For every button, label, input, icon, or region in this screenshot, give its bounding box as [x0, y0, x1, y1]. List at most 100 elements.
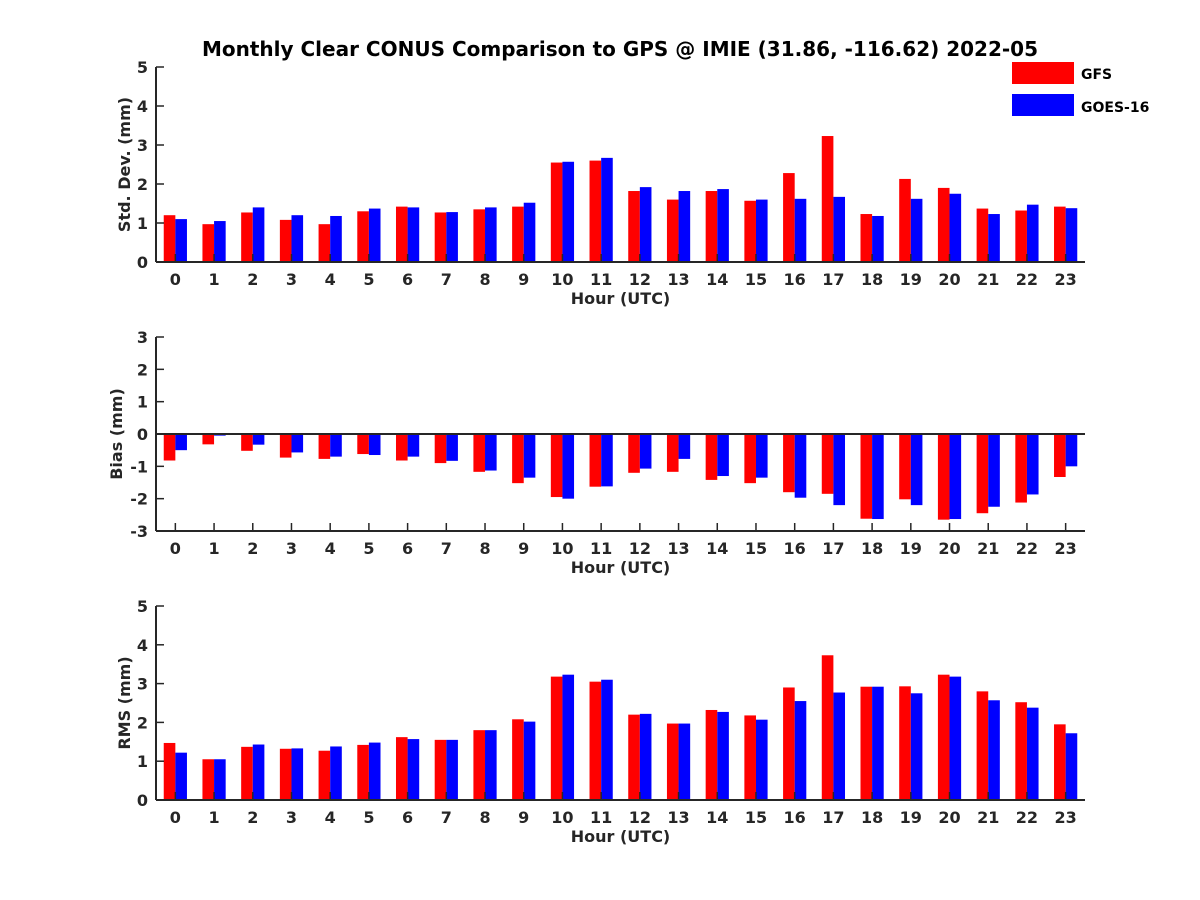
std-dev-bar-gfs-17 [821, 136, 834, 262]
bias-bar-gfs-17 [821, 434, 834, 494]
bias-x-tick-label: 19 [900, 539, 922, 558]
bias-bar-goes16-12 [639, 434, 652, 469]
rms-bar-goes16-1 [214, 759, 226, 800]
rms-bar-goes16-12 [639, 713, 652, 800]
bias-bar-goes16-15 [755, 434, 768, 478]
std-dev-x-tick-label: 16 [784, 270, 806, 289]
std-dev-bar-goes16-0 [175, 219, 187, 262]
std-dev-bar-goes16-4 [330, 215, 342, 262]
std-dev-x-tick-label: 13 [667, 270, 689, 289]
std-dev-bar-gfs-11 [589, 160, 602, 262]
rms-bar-gfs-4 [318, 750, 331, 800]
rms-bar-goes16-3 [291, 748, 304, 800]
rms-bar-gfs-13 [666, 723, 679, 800]
std-dev-bar-goes16-17 [833, 196, 846, 262]
bias-x-tick-label: 13 [667, 539, 689, 558]
bias-bar-goes16-21 [988, 434, 1000, 507]
rms-bar-gfs-9 [512, 719, 524, 800]
std-dev-bar-gfs-22 [1015, 210, 1027, 262]
bias-bar-gfs-21 [976, 434, 989, 514]
std-dev-bar-gfs-23 [1054, 206, 1066, 262]
std-dev-y-tick-label: 2 [137, 175, 148, 194]
bias-bar-gfs-19 [899, 434, 911, 500]
rms-bar-gfs-15 [744, 715, 756, 800]
std-dev-x-tick-label: 15 [745, 270, 767, 289]
rms-bar-gfs-2 [241, 746, 253, 800]
rms-bar-gfs-20 [937, 674, 950, 800]
bias-bar-goes16-22 [1026, 434, 1039, 495]
std-dev-bar-goes16-1 [214, 221, 226, 262]
bias-bar-gfs-2 [241, 434, 253, 451]
bias-x-tick-label: 21 [977, 539, 999, 558]
rms-bar-goes16-0 [175, 752, 187, 800]
std-dev-bar-gfs-18 [860, 214, 873, 262]
rms-x-tick-label: 22 [1016, 808, 1038, 827]
std-dev-bar-goes16-22 [1026, 204, 1039, 262]
bias-bar-gfs-6 [395, 434, 408, 461]
rms-x-tick-label: 7 [441, 808, 452, 827]
rms-bar-goes16-15 [755, 719, 768, 800]
rms-bar-gfs-23 [1054, 724, 1066, 800]
bias-bar-gfs-8 [473, 434, 486, 472]
bias-bar-gfs-16 [783, 434, 795, 493]
rms-y-tick-label: 5 [137, 597, 148, 616]
rms-bar-goes16-16 [794, 701, 807, 800]
rms-bar-goes16-20 [949, 676, 962, 800]
std-dev-bar-gfs-12 [628, 191, 640, 262]
std-dev-x-axis-label: Hour (UTC) [571, 289, 671, 308]
bias-bar-goes16-4 [330, 434, 342, 457]
rms-bar-gfs-17 [821, 655, 834, 800]
bias-bar-gfs-23 [1054, 434, 1066, 477]
bias-bar-gfs-9 [512, 434, 524, 484]
rms-bar-gfs-18 [860, 686, 873, 800]
bias-bar-gfs-0 [163, 434, 176, 461]
rms-bar-gfs-10 [550, 676, 563, 800]
bias-bar-goes16-16 [794, 434, 807, 498]
std-dev-bar-gfs-9 [512, 206, 524, 262]
rms-bar-gfs-5 [357, 744, 369, 800]
rms-x-tick-label: 9 [518, 808, 529, 827]
std-dev-bar-gfs-19 [899, 178, 911, 262]
std-dev-bar-gfs-14 [705, 191, 718, 262]
rms-x-tick-label: 16 [784, 808, 806, 827]
bias-bar-goes16-9 [523, 434, 536, 478]
rms-x-tick-label: 5 [363, 808, 374, 827]
std-dev-bar-goes16-7 [446, 212, 458, 262]
rms-x-tick-label: 2 [247, 808, 258, 827]
legend-label-gfs: GFS [1081, 67, 1112, 83]
std-dev-bar-gfs-10 [550, 162, 563, 262]
bias-x-tick-label: 14 [706, 539, 728, 558]
bias-bar-goes16-6 [407, 434, 420, 457]
std-dev-bar-goes16-15 [755, 199, 768, 262]
bias-x-axis-label: Hour (UTC) [571, 558, 671, 577]
std-dev-x-tick-label: 5 [363, 270, 374, 289]
std-dev-x-tick-label: 8 [479, 270, 490, 289]
rms-x-tick-label: 12 [629, 808, 651, 827]
rms-bar-goes16-11 [601, 679, 613, 800]
bias-bar-gfs-4 [318, 434, 331, 459]
rms-y-tick-label: 0 [137, 791, 148, 810]
std-dev-x-tick-label: 6 [402, 270, 413, 289]
bias-x-tick-label: 5 [363, 539, 374, 558]
std-dev-bar-gfs-8 [473, 209, 486, 262]
std-dev-bar-goes16-8 [485, 207, 497, 262]
rms-x-tick-label: 4 [325, 808, 336, 827]
std-dev-bar-goes16-5 [368, 208, 381, 262]
std-dev-y-axis-label: Std. Dev. (mm) [115, 97, 134, 232]
bias-bar-gfs-20 [937, 434, 950, 520]
bias-y-tick-label: -1 [130, 457, 148, 476]
bias-x-tick-label: 20 [938, 539, 960, 558]
bias-x-tick-label: 1 [208, 539, 219, 558]
std-dev-x-tick-label: 22 [1016, 270, 1038, 289]
std-dev-bar-goes16-21 [988, 214, 1000, 262]
rms-x-tick-label: 3 [286, 808, 297, 827]
bias-x-tick-label: 0 [170, 539, 181, 558]
std-dev-bar-goes16-12 [639, 187, 652, 262]
std-dev-bar-gfs-2 [241, 212, 253, 262]
rms-x-tick-label: 14 [706, 808, 728, 827]
bias-x-tick-label: 18 [861, 539, 883, 558]
bias-x-tick-label: 7 [441, 539, 452, 558]
